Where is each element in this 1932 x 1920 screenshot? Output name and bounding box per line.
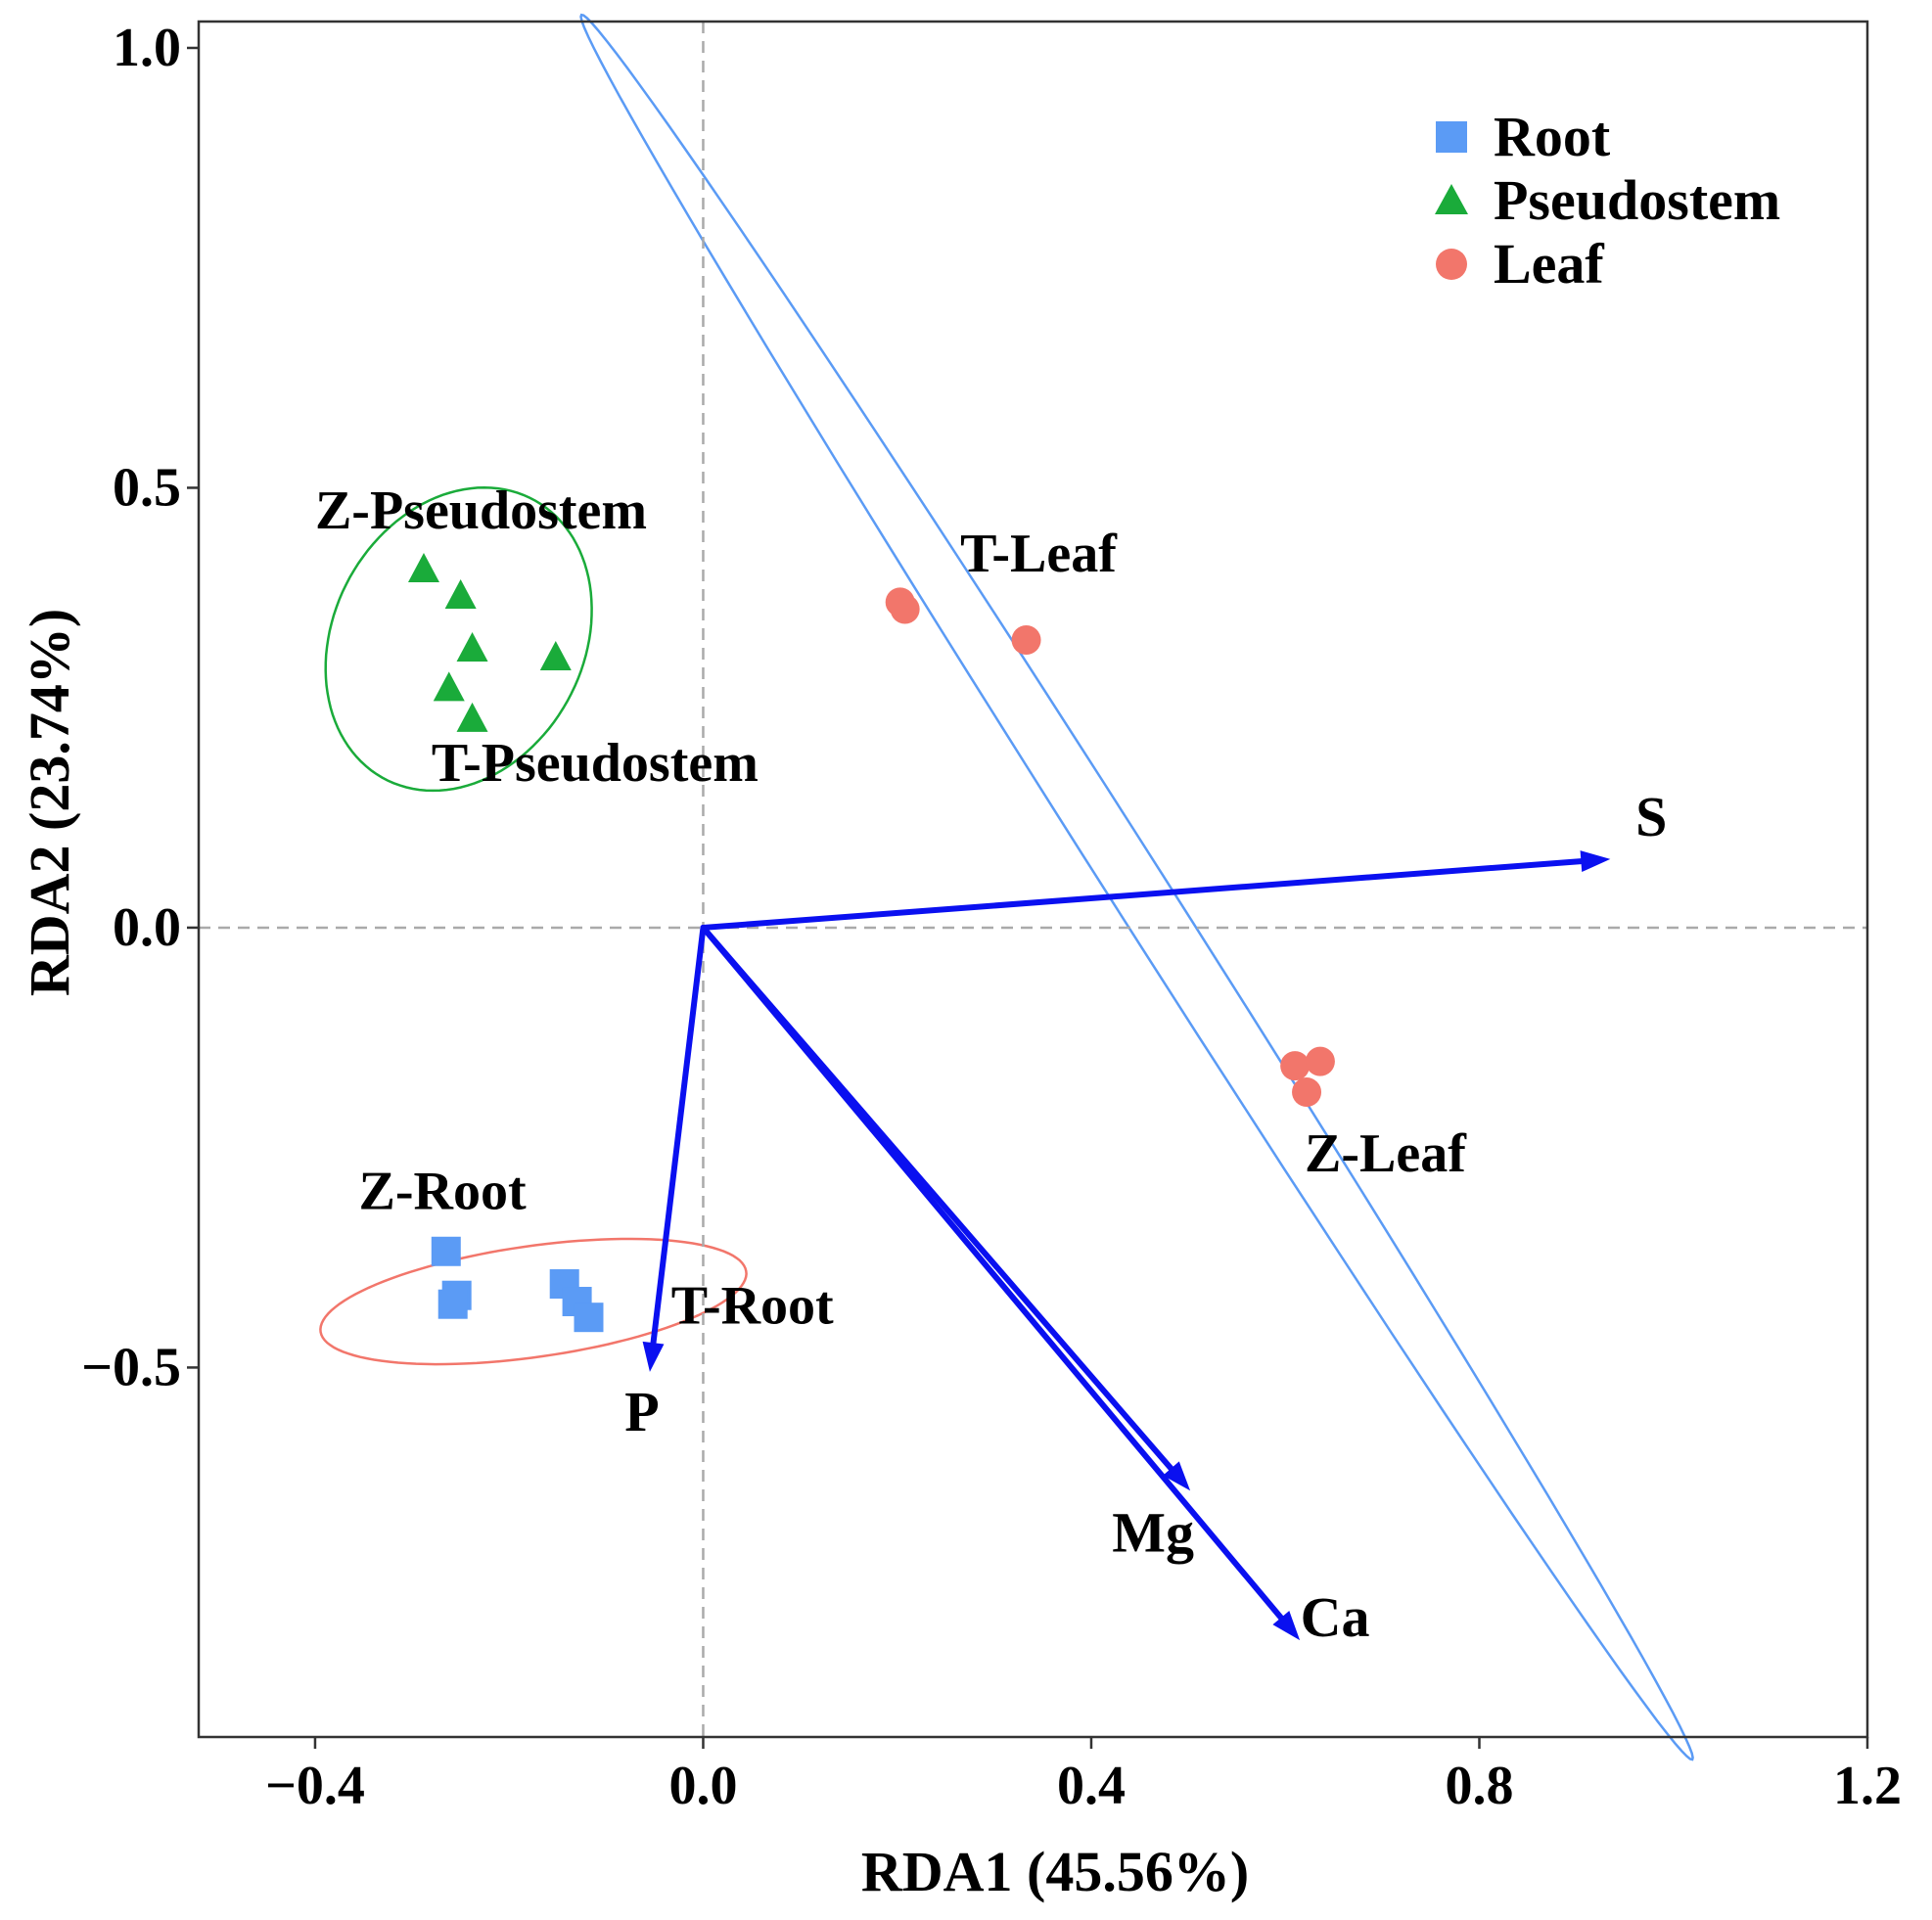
pseudostem-point-1 bbox=[407, 553, 439, 583]
pseudostem-point-3 bbox=[456, 631, 488, 662]
sample-points bbox=[407, 553, 1335, 1333]
ellipse-pseudostem bbox=[324, 485, 593, 793]
x-tick-label: 1.2 bbox=[1833, 1756, 1902, 1816]
vector-label-p: P bbox=[624, 1380, 659, 1443]
environment-vectors: S P Mg Ca bbox=[624, 785, 1667, 1649]
axes: −0.4 0.0 0.4 0.8 1.2 −0.5 0.0 0.5 1.0 bbox=[81, 18, 1902, 1816]
pseudostem-point-2 bbox=[444, 579, 477, 610]
plot-frame bbox=[197, 20, 1869, 1739]
legend-root-label: Root bbox=[1494, 105, 1611, 168]
pseudostem-point-5 bbox=[456, 702, 488, 732]
x-tick-label: 0.8 bbox=[1445, 1756, 1513, 1816]
legend-leaf-marker bbox=[1436, 249, 1467, 280]
legend-root-marker bbox=[1436, 121, 1467, 153]
vector-p-arrowhead bbox=[642, 1341, 665, 1372]
annotation-z-leaf: Z-Leaf bbox=[1305, 1123, 1467, 1184]
annotation-t-pseudostem: T-Pseudostem bbox=[432, 733, 759, 794]
y-tick-label: 0.0 bbox=[113, 897, 181, 958]
leaf-point-2 bbox=[890, 594, 920, 624]
vector-mg-arrowhead bbox=[1163, 1461, 1191, 1491]
root-point-1 bbox=[431, 1236, 461, 1266]
leaf-point-5 bbox=[1305, 1046, 1335, 1076]
y-axis-title: RDA2 (23.74%) bbox=[18, 609, 81, 996]
x-axis-title: RDA1 (45.56%) bbox=[861, 1840, 1249, 1903]
legend-pseudostem-marker bbox=[1435, 184, 1468, 214]
root-point-6 bbox=[574, 1303, 604, 1333]
ellipse-leaf bbox=[579, 13, 1694, 1761]
y-tick-label: 0.5 bbox=[113, 457, 181, 518]
annotation-z-pseudostem: Z-Pseudostem bbox=[315, 480, 647, 541]
y-tick-label: 1.0 bbox=[113, 18, 181, 78]
x-tick-label: −0.4 bbox=[265, 1756, 365, 1816]
group-annotations: Z-Pseudostem T-Pseudostem T-Leaf Z-Leaf Z-Ro… bbox=[315, 480, 1467, 1337]
vector-ca-line bbox=[700, 924, 1284, 1622]
annotation-z-root: Z-Root bbox=[359, 1162, 527, 1222]
root-point-3 bbox=[437, 1289, 468, 1319]
group-ellipses bbox=[319, 13, 1694, 1761]
vector-label-s: S bbox=[1635, 785, 1667, 848]
vector-p-line bbox=[650, 924, 707, 1347]
legend-leaf-label: Leaf bbox=[1494, 232, 1604, 296]
vector-s-arrowhead bbox=[1580, 850, 1611, 873]
leaf-point-3 bbox=[1011, 624, 1041, 655]
annotation-t-leaf: T-Leaf bbox=[960, 524, 1118, 584]
vector-ca-arrowhead bbox=[1272, 1611, 1301, 1641]
vector-label-mg: Mg bbox=[1112, 1500, 1194, 1564]
vector-label-ca: Ca bbox=[1301, 1585, 1370, 1649]
y-tick-label: −0.5 bbox=[81, 1337, 181, 1397]
pseudostem-point-4 bbox=[433, 671, 465, 702]
leaf-point-4 bbox=[1280, 1051, 1311, 1081]
legend-pseudostem-label: Pseudostem bbox=[1494, 168, 1780, 232]
x-tick-label: 0.4 bbox=[1057, 1756, 1126, 1816]
x-tick-label: 0.0 bbox=[668, 1756, 737, 1816]
leaf-point-6 bbox=[1292, 1077, 1322, 1108]
vector-s-line bbox=[700, 858, 1585, 931]
annotation-t-root: T-Root bbox=[671, 1275, 834, 1336]
ellipse-root bbox=[319, 1237, 748, 1366]
reference-lines bbox=[199, 22, 1867, 1737]
pseudostem-point-6 bbox=[539, 640, 572, 670]
